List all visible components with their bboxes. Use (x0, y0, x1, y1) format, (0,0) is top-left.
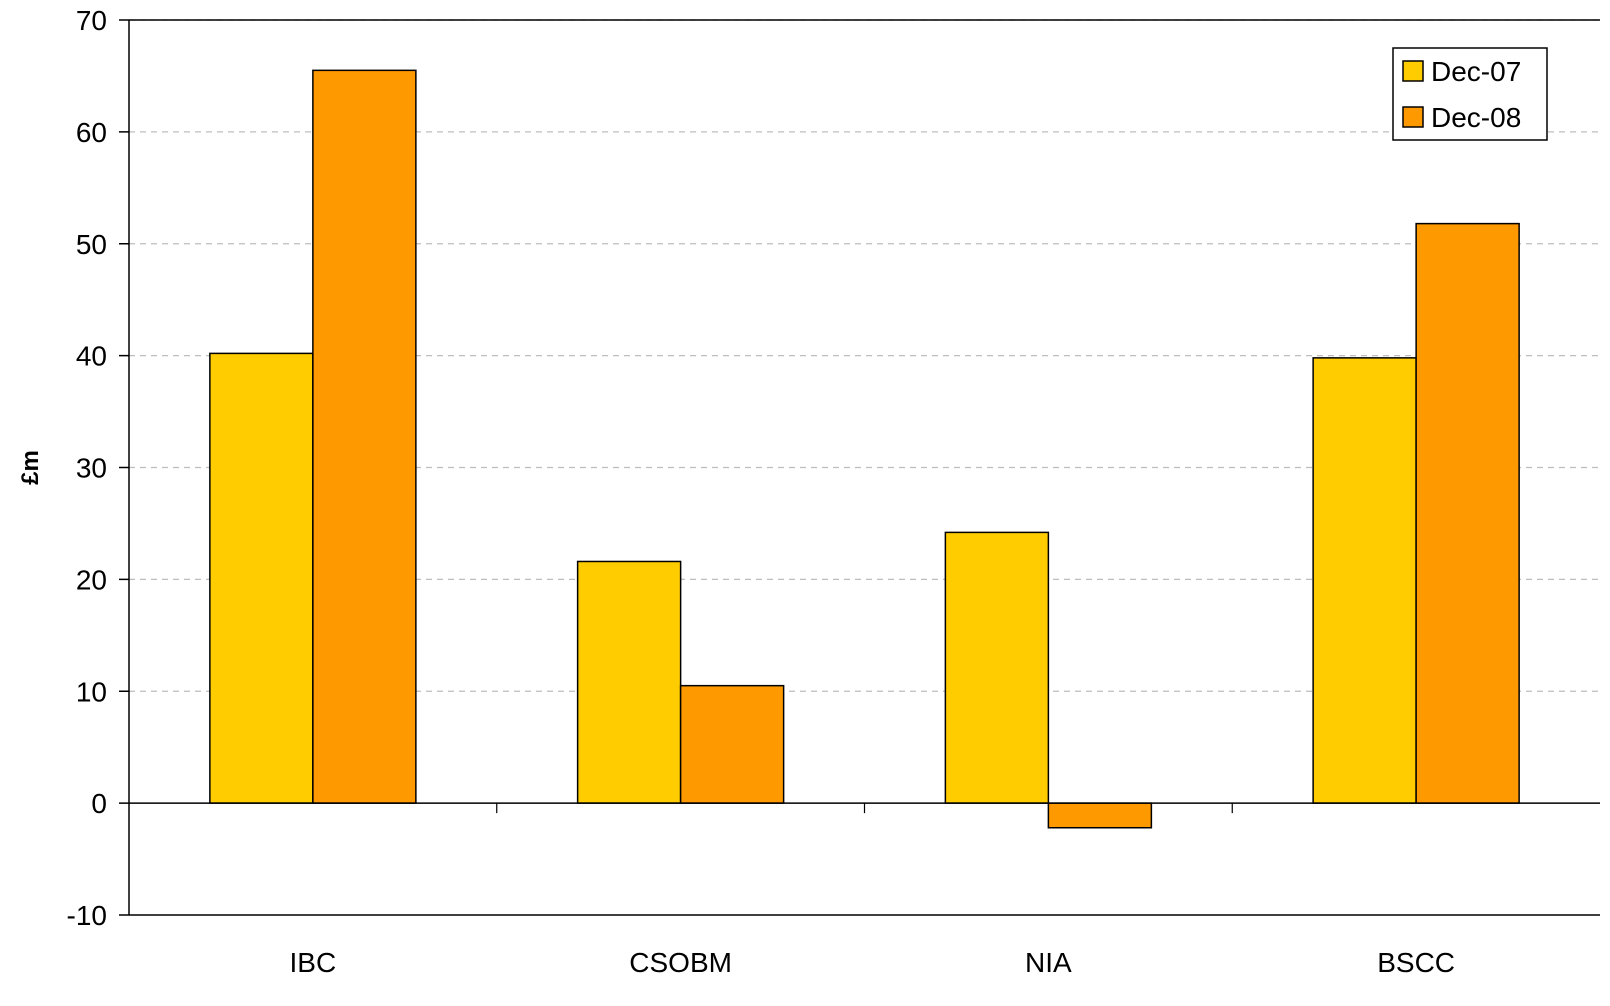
x-category-label: CSOBM (629, 947, 732, 978)
legend: Dec-07 Dec-08 (1392, 47, 1548, 141)
y-tick-label: 40 (76, 341, 107, 372)
bar-nia-dec-07 (944, 531, 1050, 804)
bar-csobm-dec-07 (576, 560, 682, 804)
y-tick-label: 20 (76, 564, 107, 595)
legend-label: Dec-07 (1431, 56, 1521, 87)
bars (209, 69, 1520, 829)
y-tick-label: 50 (76, 229, 107, 260)
legend-swatch (1402, 60, 1424, 82)
bar-ibc-dec-07 (209, 352, 314, 804)
bar-bscc-dec-07 (1312, 357, 1417, 804)
y-tick-label: 10 (76, 676, 107, 707)
y-tick-label: 30 (76, 453, 107, 484)
y-tick-label: 0 (91, 788, 107, 819)
y-tick-label: 70 (76, 5, 107, 36)
bar-bscc-dec-08 (1415, 222, 1520, 804)
bar-ibc-dec-08 (312, 69, 417, 804)
x-category-label: BSCC (1377, 947, 1455, 978)
bar-nia-dec-08 (1047, 802, 1153, 829)
y-axis-ticks: -10 0 10 20 30 40 50 60 70 (67, 5, 129, 931)
x-category-label: NIA (1025, 947, 1072, 978)
y-axis-title: £m (17, 450, 44, 485)
x-axis-categories: IBC CSOBM NIA BSCC (290, 803, 1455, 978)
legend-label: Dec-08 (1431, 102, 1521, 133)
y-tick-label: 60 (76, 117, 107, 148)
x-category-label: IBC (290, 947, 337, 978)
legend-swatch (1402, 106, 1424, 128)
y-tick-label: -10 (67, 900, 107, 931)
bar-csobm-dec-08 (679, 684, 785, 804)
